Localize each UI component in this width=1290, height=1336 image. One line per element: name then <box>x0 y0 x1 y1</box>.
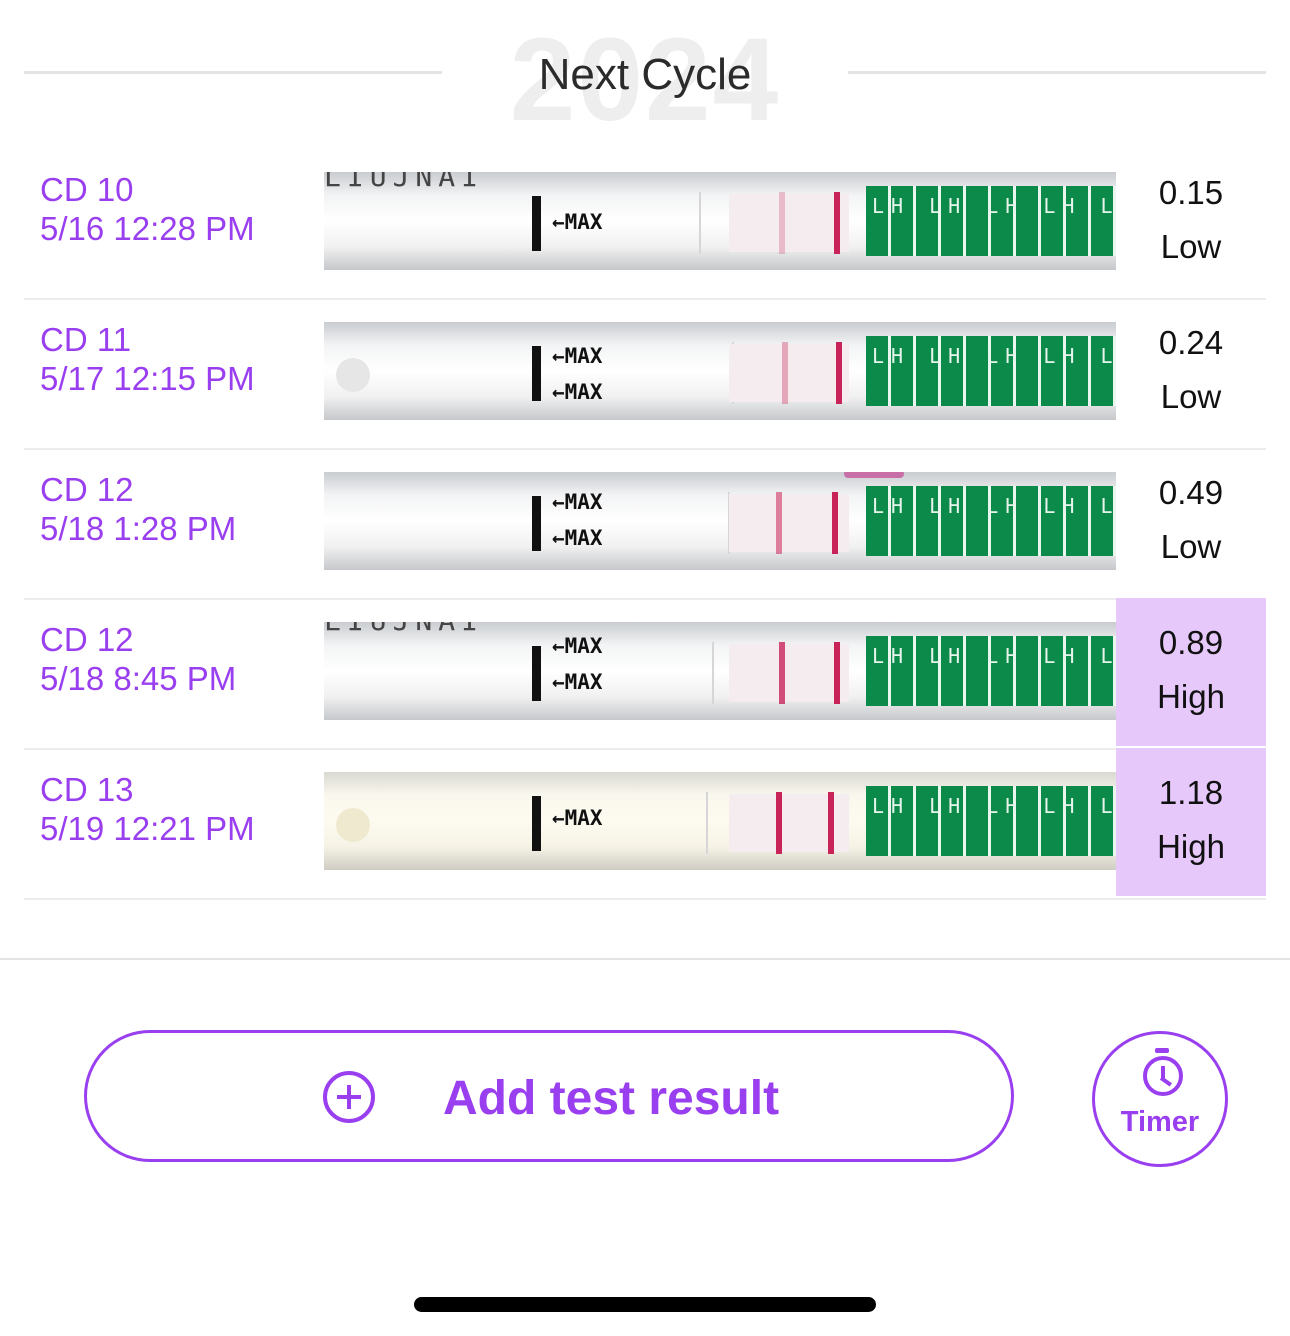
strip-test-line <box>779 192 785 254</box>
add-test-result-button[interactable]: Add test result <box>84 1030 1014 1162</box>
timer-button[interactable]: Timer <box>1092 1031 1228 1167</box>
test-row[interactable]: CD 12 5/18 1:28 PM ←MAX ←MAX LH LH LH LH… <box>24 448 1266 600</box>
strip-max-label: ←MAX <box>552 344 603 368</box>
test-row[interactable]: CD 10 5/16 12:28 PM LIUJNAI ←MAX LH LH L… <box>24 148 1266 300</box>
row-label: CD 12 5/18 8:45 PM <box>40 620 236 698</box>
year-watermark: 2024 <box>509 14 781 146</box>
result-level: Low <box>1160 228 1222 265</box>
test-strip-photo[interactable]: LIUJNAI ←MAX ←MAX LH LH LH LH LH <box>324 622 1116 720</box>
cycle-day: CD 12 <box>40 621 134 658</box>
plus-circle-icon <box>323 1071 375 1123</box>
cycle-title: Next Cycle <box>538 50 752 99</box>
strip-divider <box>706 792 708 854</box>
strip-lh-print: LH LH LH LH LH <box>872 494 1116 518</box>
test-datetime: 5/19 12:21 PM <box>40 810 255 847</box>
strip-max-bar <box>532 496 541 551</box>
strip-max-label-lower: ←MAX <box>552 380 603 404</box>
header-divider-right <box>848 71 1266 74</box>
strip-max-bar <box>532 796 541 851</box>
strip-result-window <box>729 494 849 552</box>
strip-control-line <box>828 792 834 854</box>
strip-result-window <box>729 344 849 402</box>
result-value: 0.24 <box>1158 324 1224 361</box>
strip-test-line <box>776 792 782 854</box>
cycle-day: CD 11 <box>40 321 132 358</box>
result-cell-high: 1.18 High <box>1116 748 1266 896</box>
timer-label: Timer <box>1120 1106 1200 1138</box>
result-level: High <box>1157 828 1225 865</box>
result-value: 0.15 <box>1158 174 1224 211</box>
strip-lh-print: LH LH LH LH LH <box>872 794 1116 818</box>
strip-max-label: ←MAX <box>552 526 603 550</box>
test-row[interactable]: CD 12 5/18 8:45 PM LIUJNAI ←MAX ←MAX LH … <box>24 598 1266 750</box>
strip-max-label: ←MAX <box>552 210 603 234</box>
cycle-day: CD 12 <box>40 471 134 508</box>
result-cell: 0.24 Low <box>1116 298 1266 446</box>
strip-green-band <box>866 336 1116 406</box>
strip-sample-mark <box>336 808 370 842</box>
result-value: 0.89 <box>1158 624 1224 661</box>
row-label: CD 10 5/16 12:28 PM <box>40 170 255 248</box>
row-label: CD 11 5/17 12:15 PM <box>40 320 255 398</box>
cycle-day: CD 13 <box>40 771 134 808</box>
cycle-header: 2024 Next Cycle <box>0 0 1290 150</box>
test-row[interactable]: CD 11 5/17 12:15 PM ←MAX ←MAX LH LH LH L… <box>24 298 1266 450</box>
strip-test-line <box>782 342 788 404</box>
strip-sample-mark <box>336 358 370 392</box>
result-cell-high: 0.89 High <box>1116 598 1266 746</box>
result-level: Low <box>1160 528 1222 565</box>
test-row[interactable]: CD 13 5/19 12:21 PM ←MAX LH LH LH LH LH … <box>24 748 1266 900</box>
test-strip-photo[interactable]: ←MAX ←MAX LH LH LH LH LH <box>324 322 1116 420</box>
strip-test-line <box>776 492 782 554</box>
result-value: 1.18 <box>1158 774 1224 811</box>
strip-green-band <box>866 186 1116 256</box>
strip-lh-print: LH LH LH LH LH <box>872 344 1116 368</box>
strip-max-label: ←MAX <box>552 670 603 694</box>
cycle-day: CD 10 <box>40 171 134 208</box>
add-test-result-label: Add test result <box>443 1072 780 1125</box>
bottom-divider <box>0 958 1290 960</box>
test-datetime: 5/17 12:15 PM <box>40 360 255 397</box>
stopwatch-icon <box>1143 1056 1183 1096</box>
result-cell: 0.49 Low <box>1116 448 1266 596</box>
test-datetime: 5/18 8:45 PM <box>40 660 237 697</box>
header-divider-left <box>24 71 442 74</box>
result-level: High <box>1157 678 1225 715</box>
result-value: 0.49 <box>1158 474 1224 511</box>
strip-divider <box>712 642 714 704</box>
strip-lh-print: LH LH LH LH LH <box>872 194 1116 218</box>
strip-max-bar <box>532 646 541 701</box>
test-strip-photo[interactable]: ←MAX ←MAX LH LH LH LH LH <box>324 472 1116 570</box>
test-strip-photo[interactable]: ←MAX LH LH LH LH LH <box>324 772 1116 870</box>
strip-max-bar <box>532 346 541 401</box>
strip-control-line <box>832 492 838 554</box>
strip-lh-print: LH LH LH LH LH <box>872 644 1116 668</box>
test-datetime: 5/18 1:28 PM <box>40 510 237 547</box>
strip-test-line <box>779 642 785 704</box>
strip-divider <box>699 192 701 254</box>
strip-max-label: ←MAX <box>552 806 603 830</box>
result-level: Low <box>1160 378 1222 415</box>
home-indicator[interactable] <box>414 1297 876 1312</box>
strip-green-band <box>866 486 1116 556</box>
test-strip-photo[interactable]: LIUJNAI ←MAX LH LH LH LH LH <box>324 172 1116 270</box>
strip-brand-print: LIUJNAI <box>324 622 484 637</box>
strip-control-line <box>834 642 840 704</box>
strip-max-label-upper: ←MAX <box>552 490 603 514</box>
row-label: CD 12 5/18 1:28 PM <box>40 470 236 548</box>
strip-green-band <box>866 786 1116 856</box>
strip-result-window <box>729 644 849 702</box>
strip-control-line <box>834 192 840 254</box>
test-datetime: 5/16 12:28 PM <box>40 210 255 247</box>
result-cell: 0.15 Low <box>1116 148 1266 296</box>
row-label: CD 13 5/19 12:21 PM <box>40 770 255 848</box>
stopwatch-knob <box>1155 1048 1169 1053</box>
strip-max-bar <box>532 196 541 251</box>
strip-control-line <box>836 342 842 404</box>
strip-brand-print: LIUJNAI <box>324 172 485 193</box>
strip-result-window <box>729 194 849 252</box>
strip-green-band <box>866 636 1116 706</box>
strip-max-label-upper: ←MAX <box>552 634 603 658</box>
